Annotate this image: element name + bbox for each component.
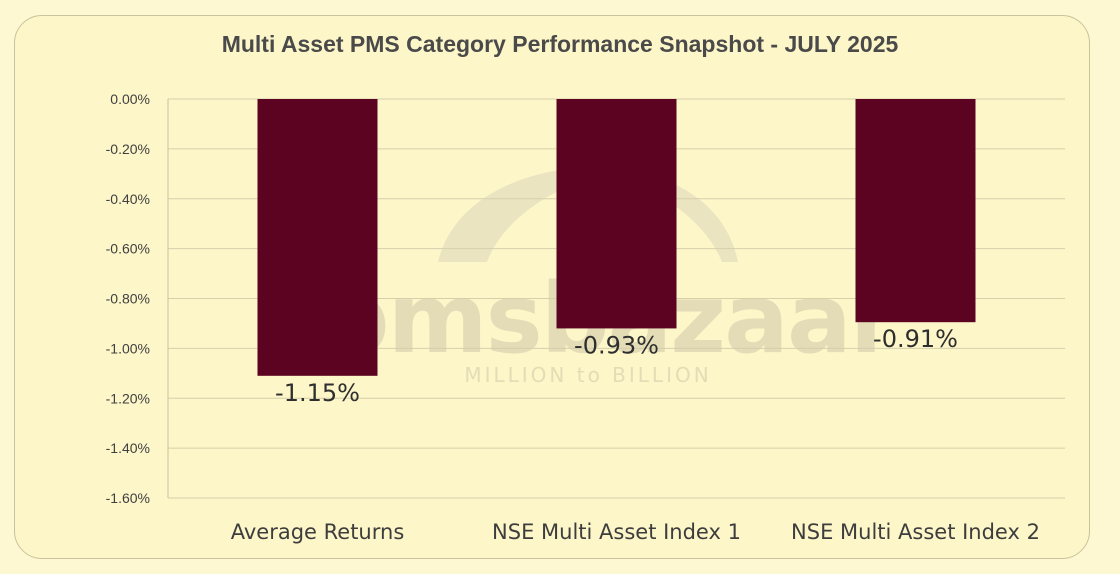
y-tick-label: 0.00% (110, 91, 150, 107)
data-label: -1.15% (275, 379, 360, 407)
bar (257, 99, 378, 376)
y-tick-label: -0.20% (106, 141, 150, 157)
watermark-swoosh-icon (438, 166, 625, 262)
x-category-label: NSE Multi Asset Index 2 (791, 520, 1040, 544)
y-tick-label: -1.60% (106, 490, 150, 506)
y-tick-label: -0.80% (106, 291, 150, 307)
chart-title: Multi Asset PMS Category Performance Sna… (222, 31, 899, 57)
y-tick-label: -1.40% (106, 440, 150, 456)
y-tick-label: -0.60% (106, 241, 150, 257)
y-axis-tick-labels: 0.00% -0.20% -0.40% -0.60% -0.80% -1.00% -1.20… (106, 91, 150, 506)
y-tick-label: -0.40% (106, 191, 150, 207)
watermark-tagline: MILLION to BILLION (464, 363, 711, 387)
y-tick-label: -1.00% (106, 340, 150, 356)
x-category-label: NSE Multi Asset Index 1 (492, 520, 741, 544)
x-axis-category-labels: Average Returns NSE Multi Asset Index 1 NS… (231, 520, 1040, 544)
data-label: -0.93% (574, 331, 659, 359)
watermark: pmsbazaar MILLION to BILLION (321, 166, 900, 387)
data-labels: -1.15% -0.93% -0.91% (275, 325, 958, 407)
bar (855, 99, 976, 323)
bars (257, 99, 976, 376)
y-tick-label: -1.20% (106, 390, 150, 406)
bar (556, 99, 677, 329)
data-label: -0.91% (873, 325, 958, 353)
x-category-label: Average Returns (231, 520, 405, 544)
